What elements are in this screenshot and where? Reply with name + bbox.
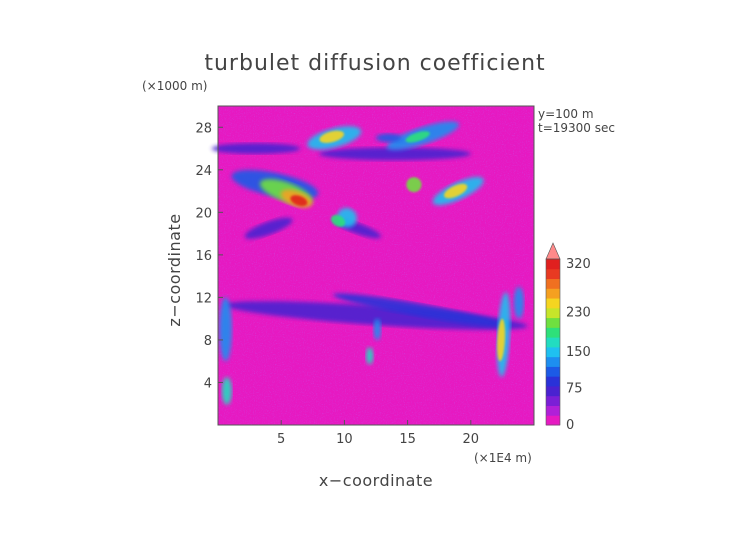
colorbar-label: 150 — [566, 345, 591, 360]
contour-feature — [513, 286, 524, 319]
y-tick-label: 28 — [195, 121, 212, 136]
colorbar-frame — [545, 258, 561, 426]
contour-feature — [221, 377, 232, 405]
x-axis-unit: (×1E4 m) — [474, 451, 532, 465]
colorbar-label: 0 — [566, 418, 574, 433]
y-axis-unit: (×1000 m) — [142, 79, 207, 93]
colorbar-segment — [546, 405, 560, 416]
colorbar-segment — [546, 337, 560, 348]
contour-band — [319, 147, 471, 161]
colorbar-segment — [546, 327, 560, 338]
colorbar-segment — [546, 346, 560, 358]
contour-feature — [319, 130, 345, 143]
colorbar-segment — [546, 366, 560, 377]
plot-area — [211, 105, 535, 426]
contour-feature — [373, 318, 382, 340]
y-tick-label: 24 — [195, 164, 212, 179]
contour-feature — [330, 214, 346, 227]
contour-band — [244, 217, 293, 239]
colorbar-label: 75 — [566, 381, 583, 396]
colorbar-segment — [546, 395, 560, 406]
contour-feature — [219, 297, 232, 362]
contour-feature — [497, 318, 506, 362]
colorbar-segment — [546, 268, 560, 280]
contour-features — [211, 121, 528, 405]
contour-feature — [290, 195, 308, 207]
colorbar-segment — [546, 317, 560, 328]
x-axis-label: x−coordinate — [319, 471, 433, 490]
colorbar-segment — [546, 288, 560, 299]
x-axis-ticks: 5 10 15 20 — [277, 420, 479, 447]
y-tick-label: 16 — [195, 249, 212, 264]
annotation-time: t=19300 sec — [538, 121, 615, 135]
x-tick-label: 15 — [399, 432, 416, 447]
contour-band — [224, 301, 528, 330]
contour-feature — [406, 177, 422, 193]
colorbar-segment — [546, 307, 560, 319]
x-tick-label: 5 — [277, 432, 285, 447]
colorbar-extend-arrow — [545, 242, 561, 260]
colorbar: 0 75 150 230 320 — [545, 242, 591, 433]
y-tick-label: 4 — [204, 376, 212, 391]
contour-feature — [443, 183, 468, 199]
y-tick-label: 12 — [195, 291, 212, 306]
colorbar-segment — [546, 356, 560, 367]
annotation-y: y=100 m — [538, 107, 594, 121]
x-tick-label: 20 — [463, 432, 480, 447]
colorbar-segment — [546, 298, 560, 309]
colorbar-segment — [546, 376, 560, 387]
colorbar-segment — [546, 385, 560, 397]
y-tick-label: 20 — [195, 206, 212, 221]
y-axis-ticks: 4 8 12 16 20 24 28 — [195, 121, 223, 391]
colorbar-label: 320 — [566, 257, 591, 272]
x-tick-label: 10 — [336, 432, 353, 447]
contour-feature — [365, 347, 374, 365]
contour-feature — [376, 133, 402, 143]
contour-band — [333, 293, 508, 327]
colorbar-label: 230 — [566, 306, 591, 321]
colorbar-segment — [546, 415, 560, 426]
y-axis-label: z−coordinate — [165, 213, 184, 326]
plot-frame — [217, 105, 535, 426]
y-tick-label: 8 — [204, 334, 212, 349]
contour-feature — [405, 131, 430, 143]
colorbar-segment — [546, 259, 560, 270]
contour-band — [211, 143, 301, 154]
colorbar-segment — [546, 278, 560, 289]
chart-title: turbulet diffusion coefficient — [204, 51, 545, 76]
